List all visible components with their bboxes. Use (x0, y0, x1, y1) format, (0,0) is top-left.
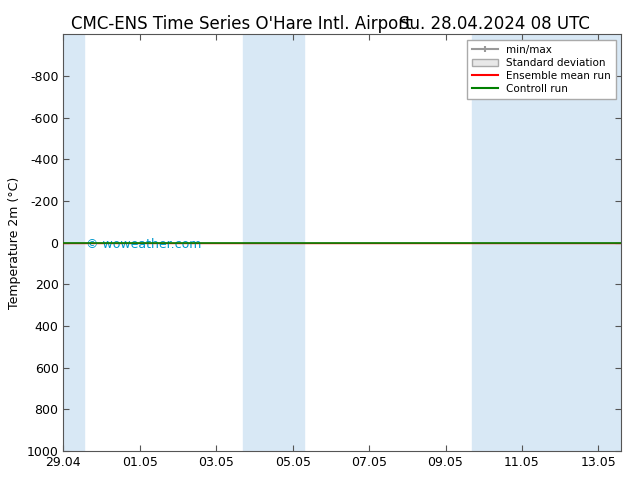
Legend: min/max, Standard deviation, Ensemble mean run, Controll run: min/max, Standard deviation, Ensemble me… (467, 40, 616, 99)
Y-axis label: Temperature 2m (°C): Temperature 2m (°C) (8, 176, 21, 309)
Text: Su. 28.04.2024 08 UTC: Su. 28.04.2024 08 UTC (399, 15, 590, 33)
Bar (472, 34, 625, 451)
Bar (243, 34, 304, 451)
Bar (60, 34, 84, 451)
Text: CMC-ENS Time Series O'Hare Intl. Airport: CMC-ENS Time Series O'Hare Intl. Airport (70, 15, 411, 33)
Text: © woweather.com: © woweather.com (86, 238, 201, 251)
